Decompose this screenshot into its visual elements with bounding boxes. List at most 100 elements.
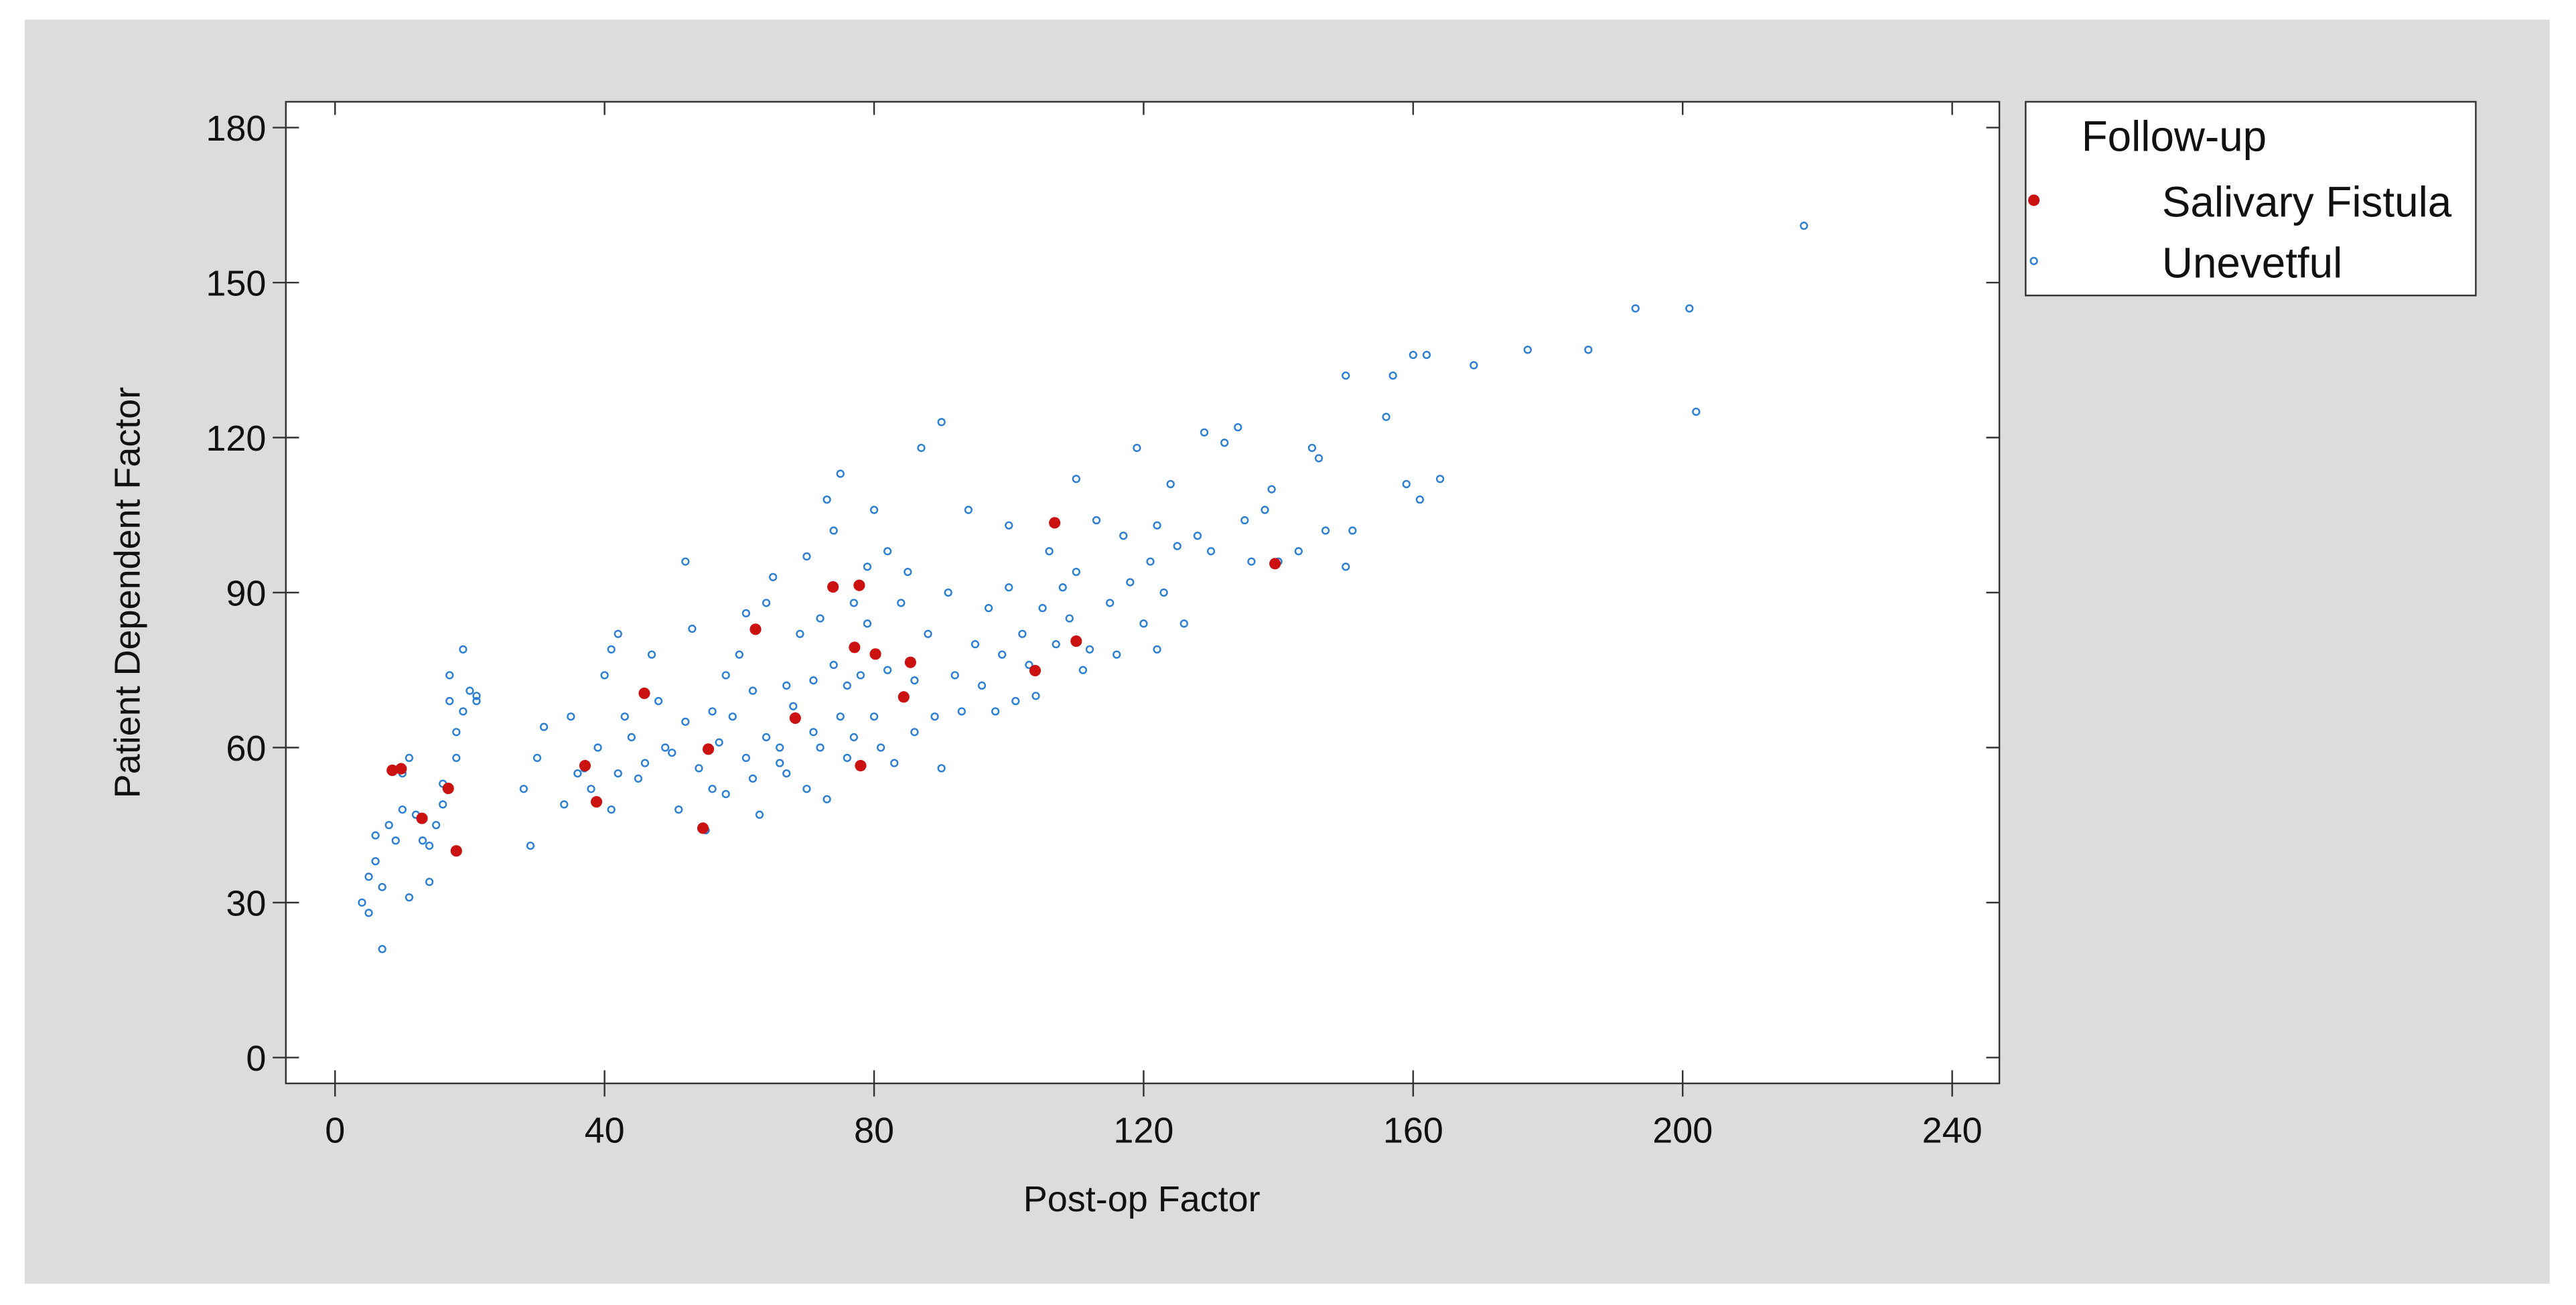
point [984,604,993,613]
point [1294,547,1303,556]
point [950,671,959,680]
point [1348,526,1357,535]
point [937,418,946,427]
point [1631,304,1640,313]
y-tick-label: 30 [226,884,266,924]
point [836,712,845,721]
point [1153,521,1161,530]
y-tick-label: 150 [206,264,266,304]
point [614,629,622,638]
point [776,759,784,767]
y-axis-label: Patient Dependent Factor [107,387,147,799]
point [384,821,393,830]
point [1321,526,1330,535]
point [796,629,804,638]
point [579,759,591,772]
point [741,609,751,618]
point [1220,439,1229,447]
point [386,764,399,777]
point [1052,640,1060,649]
point [1523,346,1532,354]
point [1267,485,1276,493]
point [944,588,952,597]
point [532,753,542,763]
point [638,687,650,700]
point [1402,479,1411,489]
point [1314,454,1323,463]
point [876,743,885,752]
point [708,785,717,793]
point [1133,443,1141,453]
point [378,945,386,953]
point [991,707,1000,716]
point [398,805,407,814]
point [977,681,987,690]
point [634,774,643,783]
point [573,769,582,778]
point [607,645,616,654]
point [1038,604,1047,613]
legend-label: Salivary Fistula [2162,178,2452,226]
point [776,743,784,752]
point [1065,614,1074,623]
point [590,795,603,808]
point [395,763,407,775]
point [715,738,723,747]
point [688,624,697,633]
point [607,805,616,814]
point [416,812,428,824]
point [1139,619,1148,628]
point [741,753,751,763]
point [364,872,373,881]
point [816,614,825,623]
point [957,707,966,716]
point [445,671,454,680]
point [849,733,858,742]
point [829,660,838,670]
point [843,753,851,763]
point [1029,664,1042,677]
point [898,691,910,703]
y-tick-label: 90 [226,574,266,614]
point [668,749,676,757]
point [728,712,737,721]
point [1058,583,1067,592]
x-tick-label: 200 [1652,1110,1713,1150]
point [1113,650,1121,659]
point [855,759,867,772]
point [1072,568,1080,577]
y-tick-label: 60 [226,728,266,769]
point [755,810,764,819]
point [472,692,481,700]
point [1106,599,1115,607]
legend-marker [2029,256,2038,265]
point [789,702,798,710]
point [1584,346,1593,354]
point [1422,350,1431,360]
point [445,696,454,706]
point [452,728,461,737]
point [816,743,825,752]
point [768,572,778,581]
point [702,743,715,755]
point [674,805,683,814]
point [883,547,892,556]
point [1092,516,1101,525]
point [748,774,758,783]
point [721,671,730,680]
point [661,743,670,752]
point [802,552,811,561]
point [789,712,801,724]
point [802,785,811,793]
point [897,599,906,607]
point [425,877,434,887]
point [1269,558,1281,570]
point [681,557,690,566]
point [964,506,973,514]
point [856,671,865,680]
point [998,650,1007,659]
point [1307,443,1317,453]
point [431,821,441,830]
point [1692,407,1701,416]
